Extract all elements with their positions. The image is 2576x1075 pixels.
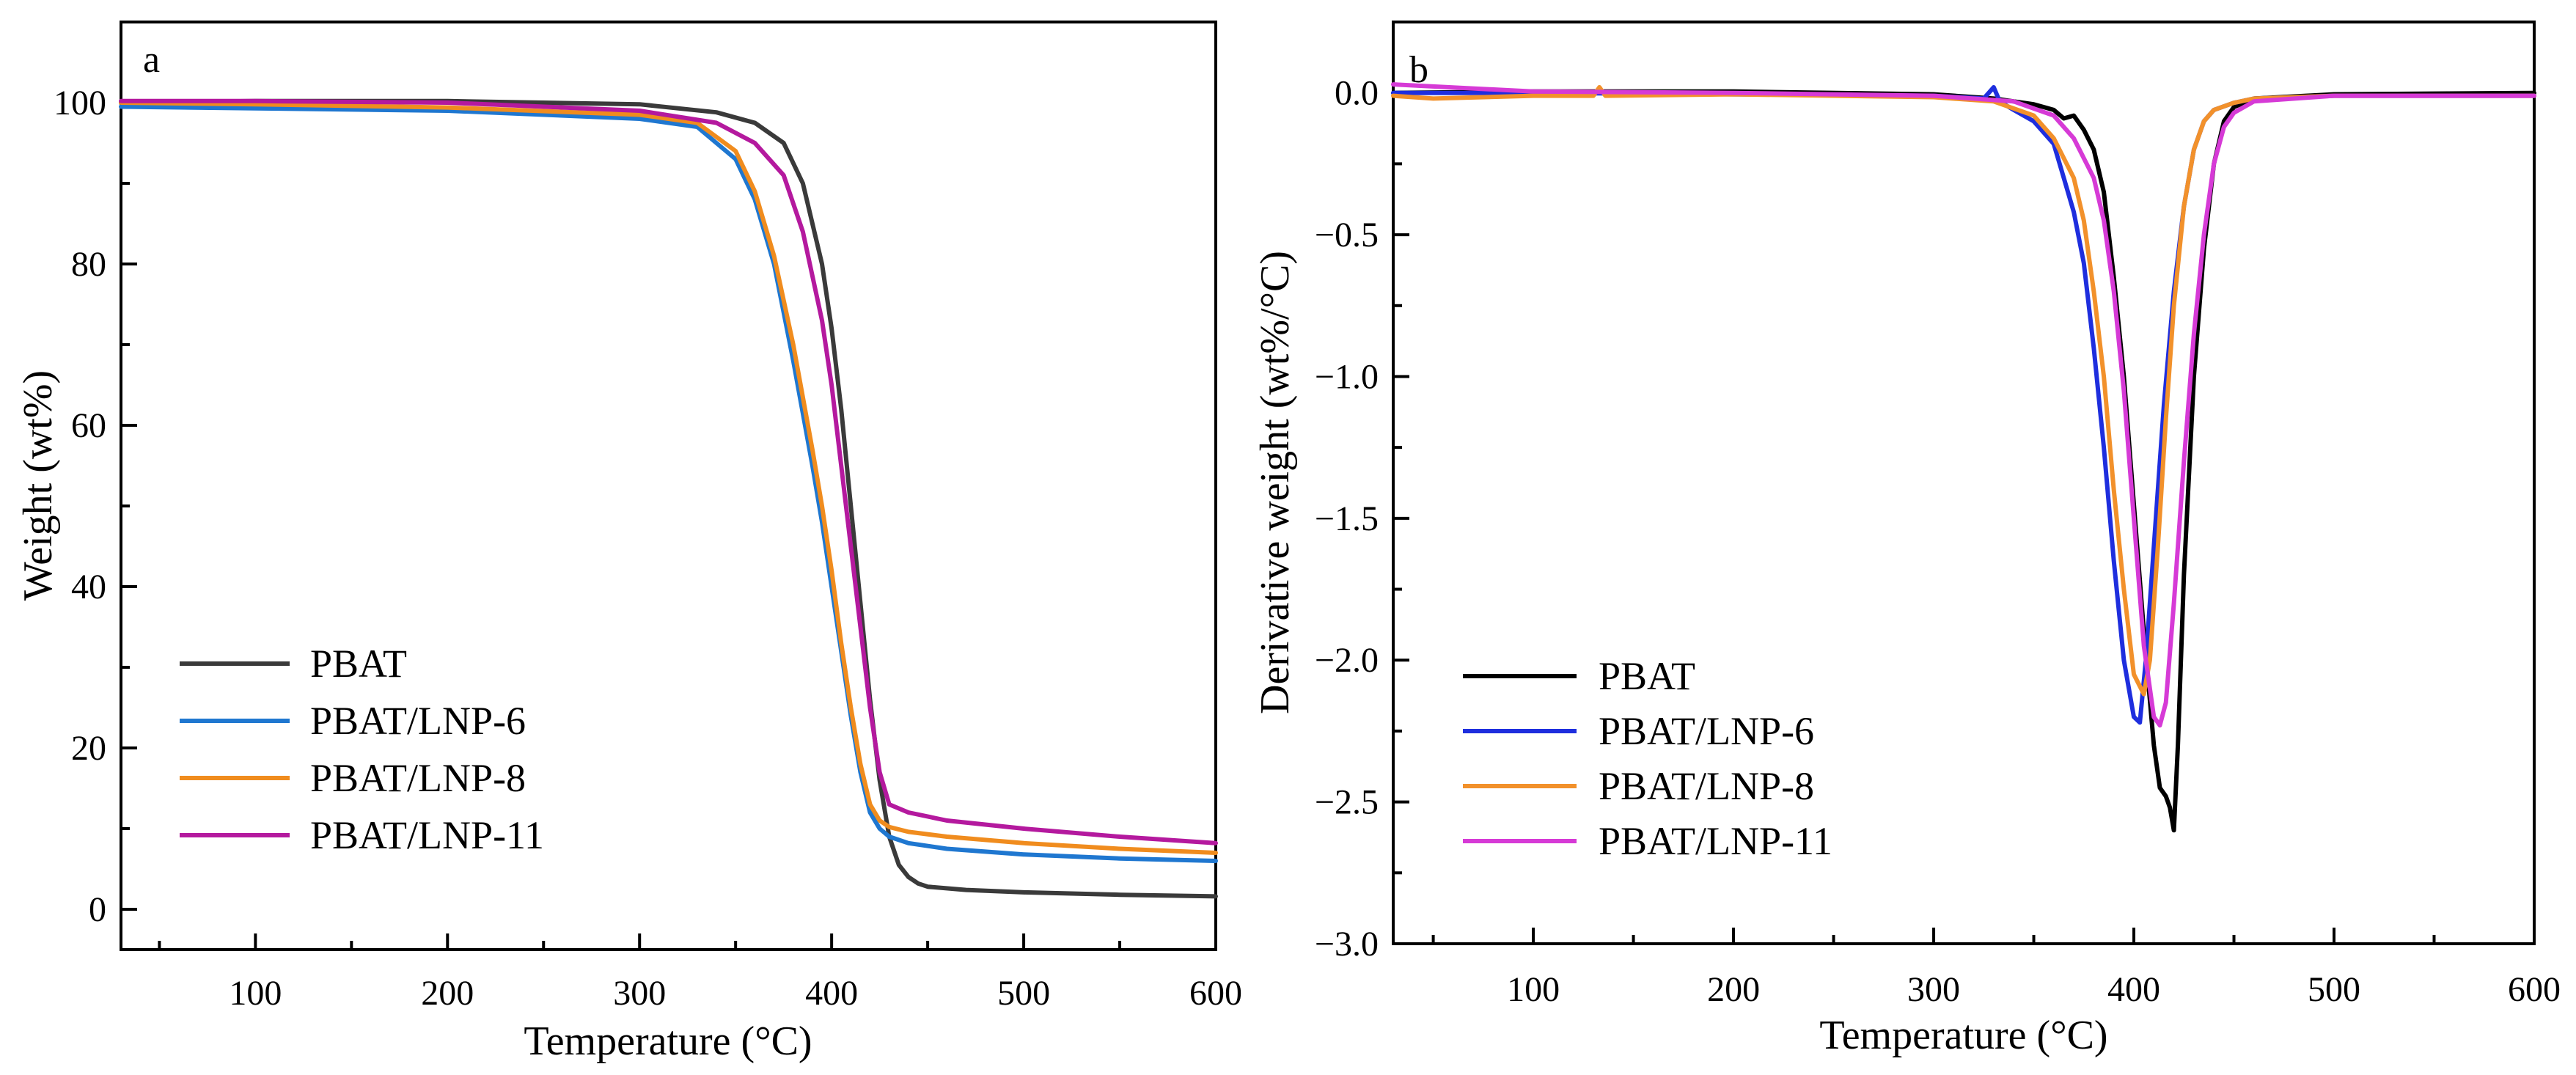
panel-b-series-pbat — [1391, 89, 2536, 833]
panel-b-x-tick-label: 400 — [2107, 970, 2160, 1009]
panel-a-y-tick-label: 100 — [54, 84, 106, 122]
panel-b-y-tick-label: −2.5 — [1315, 783, 1379, 822]
panel-b-y-tick-label: −1.5 — [1315, 499, 1379, 538]
panel-b-x-tick-label: 600 — [2508, 970, 2561, 1009]
panel-b-legend-label: PBAT/LNP-11 — [1599, 819, 1832, 863]
panel-a-legend-label: PBAT/LNP-8 — [310, 756, 526, 800]
panel-a: a 100 200 300 400 500 600 0 20 40 60 80 100 Tempera… — [15, 21, 1242, 1064]
panel-b-x-axis-title: Temperature (°C) — [1819, 1013, 2107, 1058]
panel-a-y-tick-label: 20 — [71, 729, 106, 768]
panel-a-x-tick-label: 300 — [613, 974, 666, 1013]
panel-b-legend-label: PBAT/LNP-8 — [1599, 764, 1814, 808]
panel-a-series-pbat-lnp-8 — [119, 100, 1218, 855]
panel-b-y-tick-label: 0.0 — [1335, 74, 1379, 113]
panel-b-y-axis-title: Derivative weight (wt%/°C) — [1252, 251, 1298, 714]
panel-b-series-pbat-lnp-6 — [1391, 85, 2536, 725]
panel-a-series-pbat — [119, 98, 1218, 899]
panel-a-x-tick-label: 200 — [421, 974, 474, 1013]
panel-b-ticks: 100 200 300 400 500 600 0.0 −0.5 −1.0 −1.5 −2.0 −2.… — [1315, 74, 2561, 1009]
panel-a-ticks: 100 200 300 400 500 600 0 20 40 60 80 100 — [54, 84, 1242, 1013]
panel-a-legend: PBAT PBAT/LNP-6 PBAT/LNP-8 PBAT/LNP-11 — [180, 642, 544, 857]
panel-b-y-tick-label: −2.0 — [1315, 641, 1379, 680]
panel-a-y-tick-label: 60 — [71, 406, 106, 445]
panel-a-y-tick-label: 0 — [89, 890, 106, 929]
panel-b-plot-frame — [1392, 21, 2536, 945]
panel-b-y-tick-label: −3.0 — [1315, 925, 1379, 964]
panel-b-legend: PBAT PBAT/LNP-6 PBAT/LNP-8 PBAT/LNP-11 — [1463, 654, 1832, 863]
panel-b-legend-label: PBAT — [1599, 654, 1695, 698]
panel-a-series-pbat-lnp-6 — [119, 104, 1218, 863]
panel-a-y-tick-label: 40 — [71, 568, 106, 606]
panel-a-x-tick-label: 400 — [805, 974, 858, 1013]
panel-a-series — [119, 98, 1218, 899]
panel-a-legend-label: PBAT — [310, 642, 407, 686]
panel-a-legend-label: PBAT/LNP-11 — [310, 813, 544, 857]
panel-a-plot-frame — [120, 21, 1217, 951]
panel-a-series-pbat-lnp-11 — [119, 98, 1218, 845]
panel-b-y-tick-label: −0.5 — [1315, 216, 1379, 254]
panel-b-legend-label: PBAT/LNP-6 — [1599, 709, 1814, 753]
panel-a-x-tick-label: 600 — [1189, 974, 1242, 1013]
panel-b-series-pbat-lnp-8 — [1391, 85, 2536, 697]
panel-a-y-tick-label: 80 — [71, 245, 106, 284]
panel-b-x-tick-label: 200 — [1707, 970, 1760, 1009]
panel-a-y-axis-title: Weight (wt%) — [15, 370, 61, 601]
panel-b-x-tick-label: 500 — [2308, 970, 2360, 1009]
panel-b-series — [1391, 82, 2536, 833]
panel-b: b 100 200 300 400 500 6000.0−0.5−1.0−1.5−2.0−… — [1252, 21, 2561, 1058]
panel-a-x-tick-label: 100 — [229, 974, 282, 1013]
panel-b-x-tick-label: 100 — [1507, 970, 1560, 1009]
panel-a-x-tick-label: 500 — [997, 974, 1050, 1013]
panel-b-y-tick-label: −1.0 — [1315, 357, 1379, 396]
panel-a-x-axis-title: Temperature (°C) — [524, 1019, 812, 1064]
panel-b-x-tick-label: 300 — [1907, 970, 1960, 1009]
panel-b-series-pbat-lnp-11 — [1391, 82, 2536, 728]
panel-a-legend-label: PBAT/LNP-6 — [310, 699, 526, 743]
panel-a-label: a — [143, 39, 160, 81]
